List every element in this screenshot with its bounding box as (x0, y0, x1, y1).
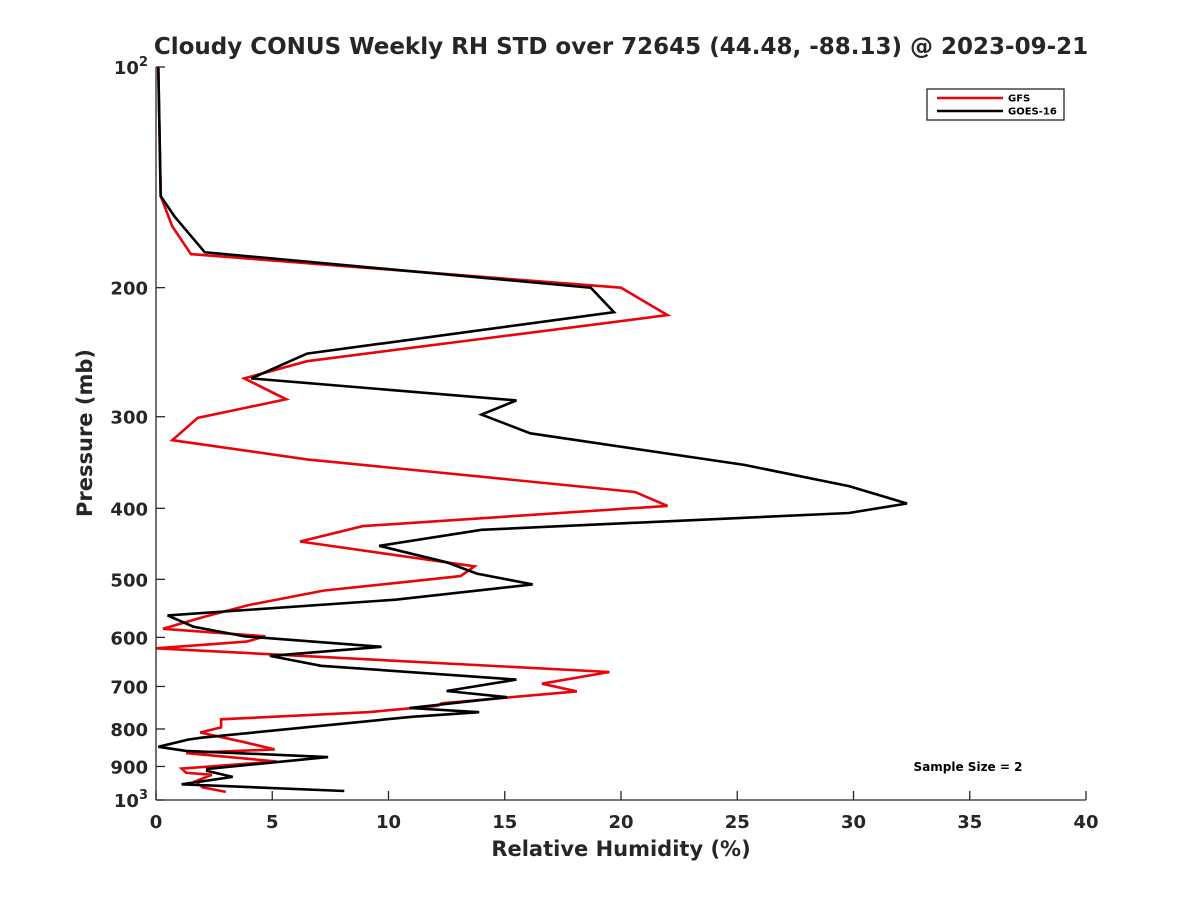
y-tick-label: 500 (110, 570, 148, 591)
y-tick-label: 700 (110, 677, 148, 698)
y-tick-label: 900 (110, 757, 148, 778)
x-axis: 0 5 10 15 20 25 30 35 40 (150, 791, 1099, 833)
x-tick-label: 10 (376, 812, 401, 833)
y-tick-label: 800 (110, 720, 148, 741)
legend: GFS GOES-16 (926, 88, 1065, 121)
y-axis-label: Pressure (mb) (73, 349, 97, 517)
y-tick-label: 600 (110, 628, 148, 649)
legend-label: GOES-16 (1008, 107, 1057, 118)
x-tick-label: 25 (725, 812, 750, 833)
x-tick-label: 30 (841, 812, 866, 833)
y-tick-label: 103 (114, 788, 148, 812)
x-tick-label: 15 (492, 812, 517, 833)
y-axis: 102 200 300 400 500 600 700 800 900 103 (110, 55, 165, 812)
x-tick-label: 5 (266, 812, 279, 833)
y-tick-label: 400 (110, 499, 148, 520)
x-tick-label: 35 (957, 812, 982, 833)
series-line-gfs (156, 66, 672, 794)
x-tick-label: 40 (1073, 812, 1098, 833)
plot-area (155, 66, 1086, 801)
sample-size-annotation: Sample Size = 2 (914, 760, 1023, 774)
legend-label: GFS (1008, 94, 1030, 105)
y-tick-label: 200 (110, 279, 148, 300)
x-tick-label: 0 (150, 812, 163, 833)
x-tick-label: 20 (608, 812, 633, 833)
series-line-goes-16 (157, 66, 908, 793)
legend-box (926, 88, 1065, 121)
y-tick-label: 102 (114, 55, 148, 79)
chart-title: Cloudy CONUS Weekly RH STD over 72645 (4… (154, 34, 1088, 60)
y-tick-label: 300 (110, 408, 148, 429)
x-axis-label: Relative Humidity (%) (491, 837, 750, 861)
